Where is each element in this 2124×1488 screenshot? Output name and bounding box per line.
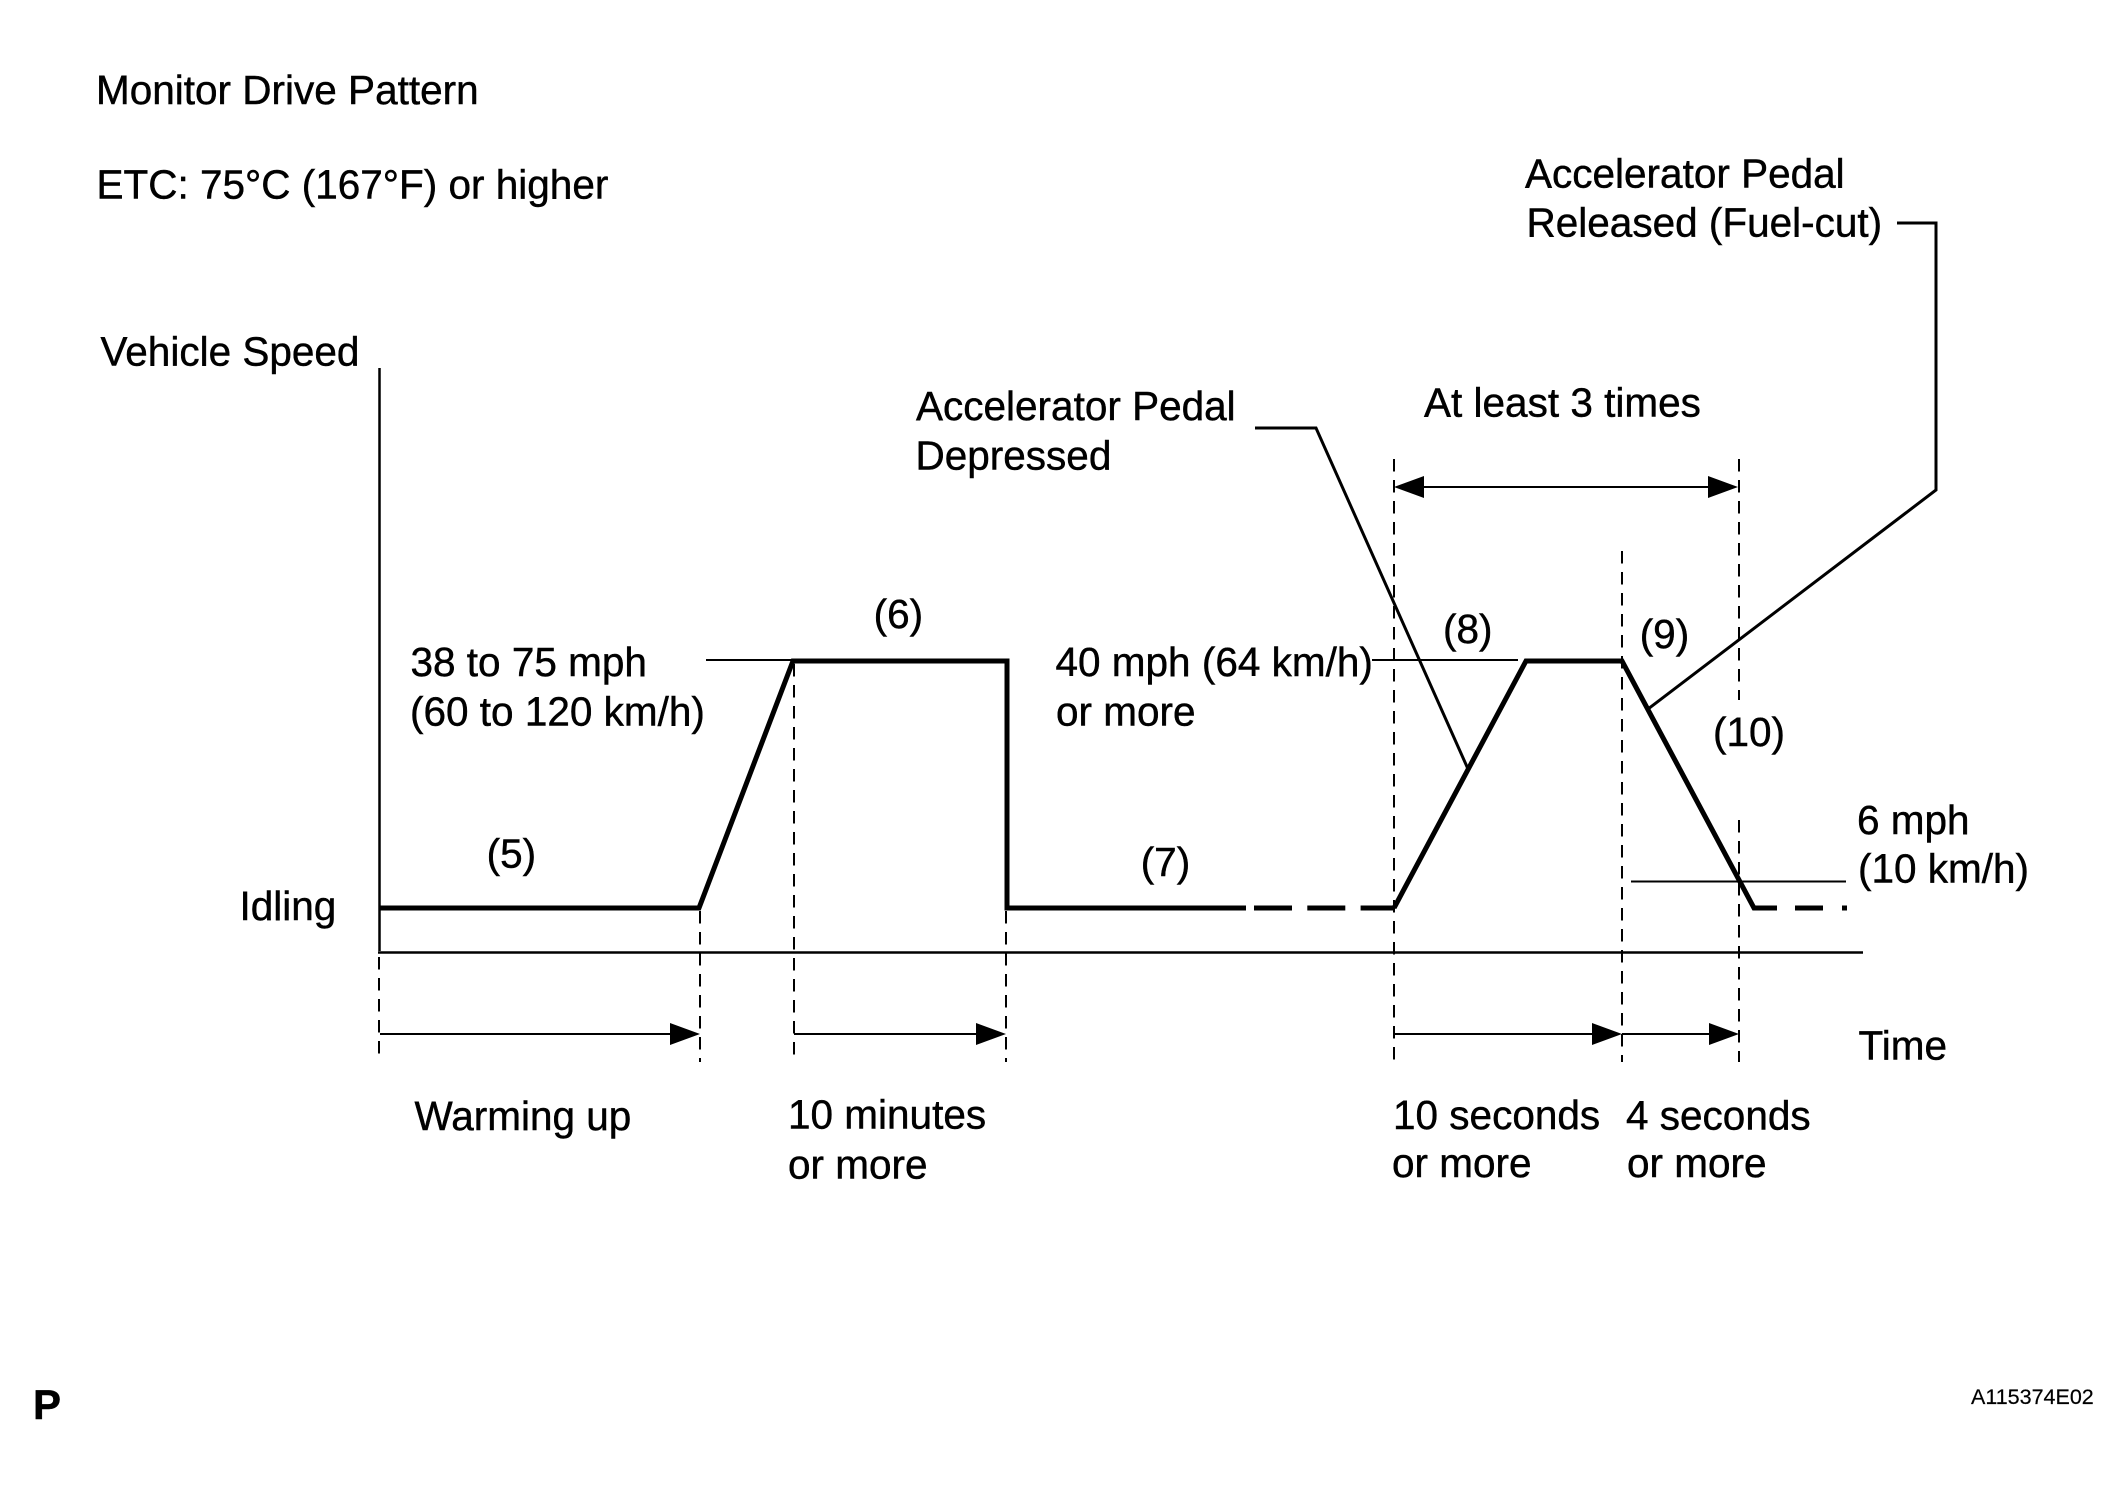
svg-text:40 mph (64 km/h): 40 mph (64 km/h) bbox=[1056, 639, 1373, 685]
svg-text:or more: or more bbox=[1392, 1140, 1532, 1186]
svg-text:(5): (5) bbox=[487, 831, 536, 877]
svg-text:6 mph: 6 mph bbox=[1857, 797, 1970, 843]
svg-text:Accelerator Pedal: Accelerator Pedal bbox=[1525, 151, 1845, 197]
svg-text:(7): (7) bbox=[1141, 839, 1191, 885]
svg-text:Monitor Drive Pattern: Monitor Drive Pattern bbox=[96, 67, 479, 113]
svg-text:(8): (8) bbox=[1443, 606, 1493, 652]
svg-text:Warming up: Warming up bbox=[415, 1093, 632, 1139]
svg-text:Idling: Idling bbox=[240, 883, 337, 929]
svg-text:A115374E02: A115374E02 bbox=[1971, 1385, 2094, 1409]
svg-text:Depressed: Depressed bbox=[916, 433, 1112, 479]
svg-text:(6): (6) bbox=[874, 591, 924, 637]
svg-text:10 minutes: 10 minutes bbox=[788, 1092, 986, 1138]
svg-text:P: P bbox=[33, 1381, 61, 1428]
svg-text:Released (Fuel-cut): Released (Fuel-cut) bbox=[1527, 200, 1883, 246]
svg-text:(10): (10) bbox=[1713, 709, 1785, 755]
svg-text:or more: or more bbox=[1627, 1140, 1767, 1186]
svg-text:38 to 75 mph: 38 to 75 mph bbox=[411, 639, 647, 685]
svg-text:Vehicle Speed: Vehicle Speed bbox=[101, 329, 360, 375]
svg-text:(10 km/h): (10 km/h) bbox=[1858, 846, 2029, 892]
svg-text:At least 3 times: At least 3 times bbox=[1424, 380, 1701, 426]
svg-text:(60 to 120 km/h): (60 to 120 km/h) bbox=[410, 688, 705, 734]
svg-text:10 seconds: 10 seconds bbox=[1393, 1092, 1600, 1138]
svg-text:ETC: 75°C (167°F) or higher: ETC: 75°C (167°F) or higher bbox=[97, 162, 609, 208]
svg-text:4 seconds: 4 seconds bbox=[1626, 1093, 1811, 1139]
svg-text:Time: Time bbox=[1859, 1023, 1948, 1069]
svg-text:or more: or more bbox=[1056, 688, 1196, 734]
svg-text:Accelerator Pedal: Accelerator Pedal bbox=[916, 383, 1236, 429]
svg-text:(9): (9) bbox=[1640, 611, 1690, 657]
svg-text:or more: or more bbox=[788, 1142, 928, 1188]
